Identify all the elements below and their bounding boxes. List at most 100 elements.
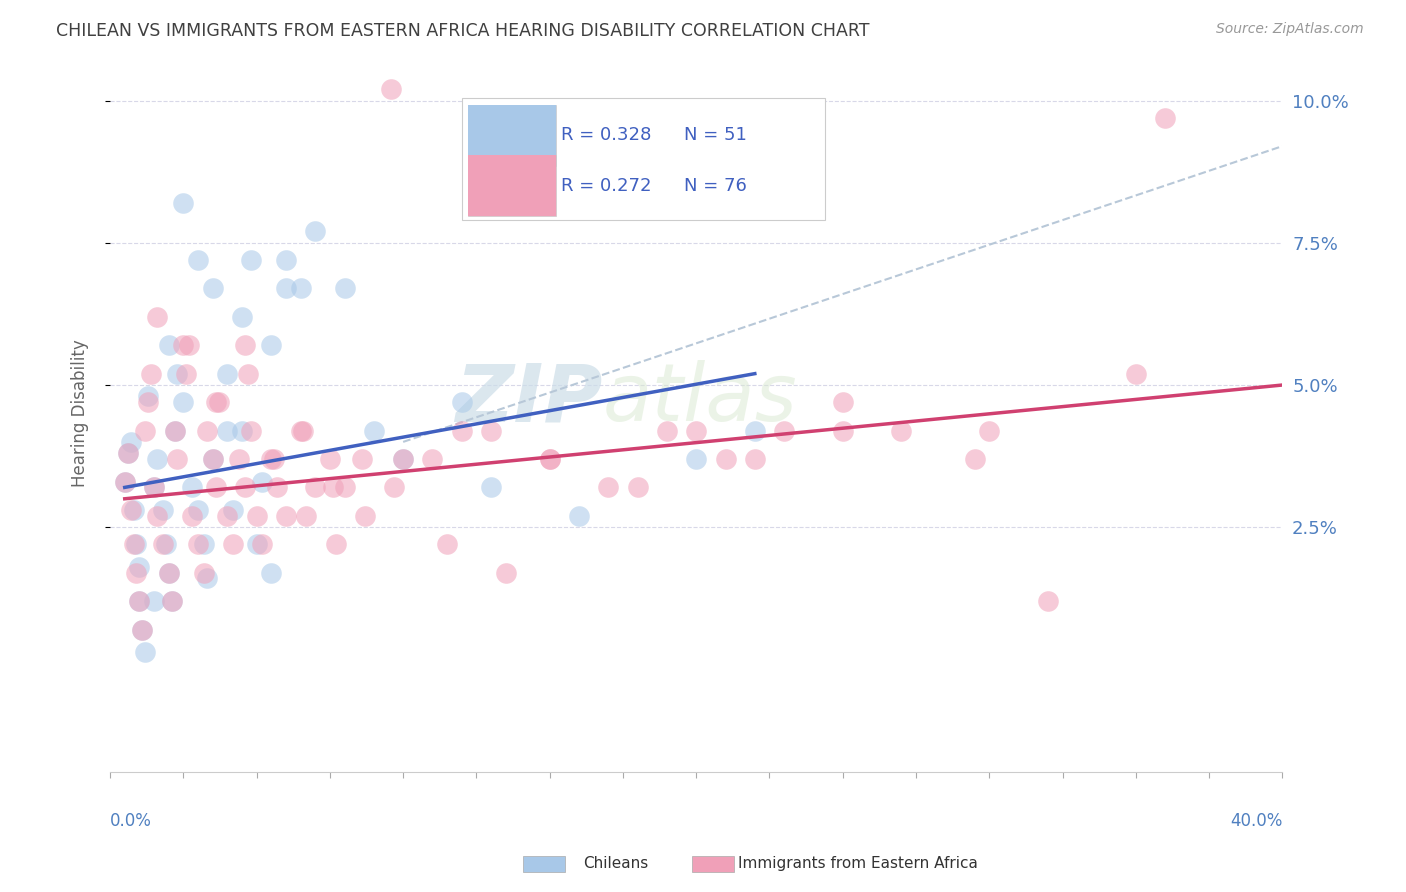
Point	[222, 503, 245, 517]
Point	[122, 503, 145, 517]
Point	[181, 480, 204, 494]
Point	[290, 281, 312, 295]
Point	[114, 475, 136, 489]
Point	[195, 571, 218, 585]
Text: Immigrants from Eastern Africa: Immigrants from Eastern Africa	[738, 856, 979, 871]
Point	[392, 452, 415, 467]
Point	[890, 424, 912, 438]
Point	[125, 537, 148, 551]
FancyBboxPatch shape	[468, 105, 555, 166]
Point	[392, 452, 415, 467]
Text: Source: ZipAtlas.com: Source: ZipAtlas.com	[1216, 22, 1364, 37]
Point	[143, 480, 166, 494]
Point	[263, 452, 285, 467]
Text: atlas: atlas	[602, 360, 797, 438]
Point	[274, 281, 297, 295]
Point	[193, 537, 215, 551]
Point	[495, 566, 517, 580]
Point	[231, 310, 253, 324]
Point	[143, 594, 166, 608]
Point	[152, 537, 174, 551]
Point	[568, 508, 591, 523]
Point	[128, 560, 150, 574]
Point	[322, 480, 344, 494]
Point	[325, 537, 347, 551]
Point	[201, 452, 224, 467]
Point	[304, 480, 326, 494]
Point	[146, 310, 169, 324]
Point	[260, 566, 283, 580]
Point	[422, 452, 444, 467]
Point	[187, 503, 209, 517]
Point	[233, 480, 256, 494]
Text: 40.0%: 40.0%	[1230, 812, 1282, 830]
Point	[319, 452, 342, 467]
Point	[179, 338, 201, 352]
Point	[204, 395, 226, 409]
Point	[744, 424, 766, 438]
Point	[744, 452, 766, 467]
Point	[120, 503, 142, 517]
Point	[163, 424, 186, 438]
Point	[333, 281, 356, 295]
Point	[143, 480, 166, 494]
Text: N = 76: N = 76	[685, 177, 748, 194]
Point	[160, 594, 183, 608]
Point	[274, 252, 297, 267]
Point	[131, 623, 153, 637]
FancyBboxPatch shape	[461, 98, 825, 220]
Point	[155, 537, 177, 551]
Point	[193, 566, 215, 580]
Point	[290, 424, 312, 438]
Point	[217, 424, 239, 438]
FancyBboxPatch shape	[468, 155, 555, 217]
Point	[363, 424, 385, 438]
Text: 0.0%: 0.0%	[110, 812, 152, 830]
Point	[146, 452, 169, 467]
Point	[292, 424, 315, 438]
Point	[260, 452, 283, 467]
Point	[831, 395, 853, 409]
Text: R = 0.328: R = 0.328	[561, 127, 652, 145]
Point	[1154, 111, 1177, 125]
Point	[252, 537, 274, 551]
Point	[128, 594, 150, 608]
Point	[114, 475, 136, 489]
Point	[166, 367, 188, 381]
Text: N = 51: N = 51	[685, 127, 748, 145]
Point	[160, 594, 183, 608]
Point	[295, 508, 318, 523]
Point	[201, 281, 224, 295]
Point	[479, 480, 502, 494]
Point	[252, 475, 274, 489]
Point	[228, 452, 250, 467]
Point	[655, 424, 678, 438]
Point	[204, 480, 226, 494]
Point	[333, 480, 356, 494]
Point	[239, 424, 262, 438]
Point	[598, 480, 620, 494]
Point	[831, 424, 853, 438]
Point	[685, 424, 707, 438]
Point	[207, 395, 229, 409]
Point	[163, 424, 186, 438]
Point	[136, 389, 159, 403]
Point	[380, 82, 402, 96]
Text: Chileans: Chileans	[583, 856, 648, 871]
Point	[382, 480, 405, 494]
Point	[963, 452, 986, 467]
Point	[217, 367, 239, 381]
Point	[236, 367, 259, 381]
Point	[538, 452, 561, 467]
Point	[131, 623, 153, 637]
Point	[136, 395, 159, 409]
Point	[217, 508, 239, 523]
Point	[626, 480, 648, 494]
Text: ZIP: ZIP	[456, 360, 602, 438]
Y-axis label: Hearing Disability: Hearing Disability	[72, 340, 89, 487]
Point	[266, 480, 288, 494]
Point	[304, 224, 326, 238]
Point	[174, 367, 197, 381]
Point	[450, 424, 472, 438]
Point	[222, 537, 245, 551]
